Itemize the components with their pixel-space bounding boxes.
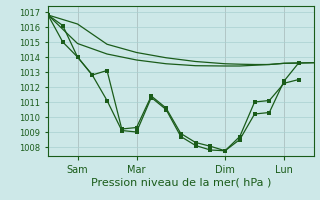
- X-axis label: Pression niveau de la mer( hPa ): Pression niveau de la mer( hPa ): [91, 178, 271, 188]
